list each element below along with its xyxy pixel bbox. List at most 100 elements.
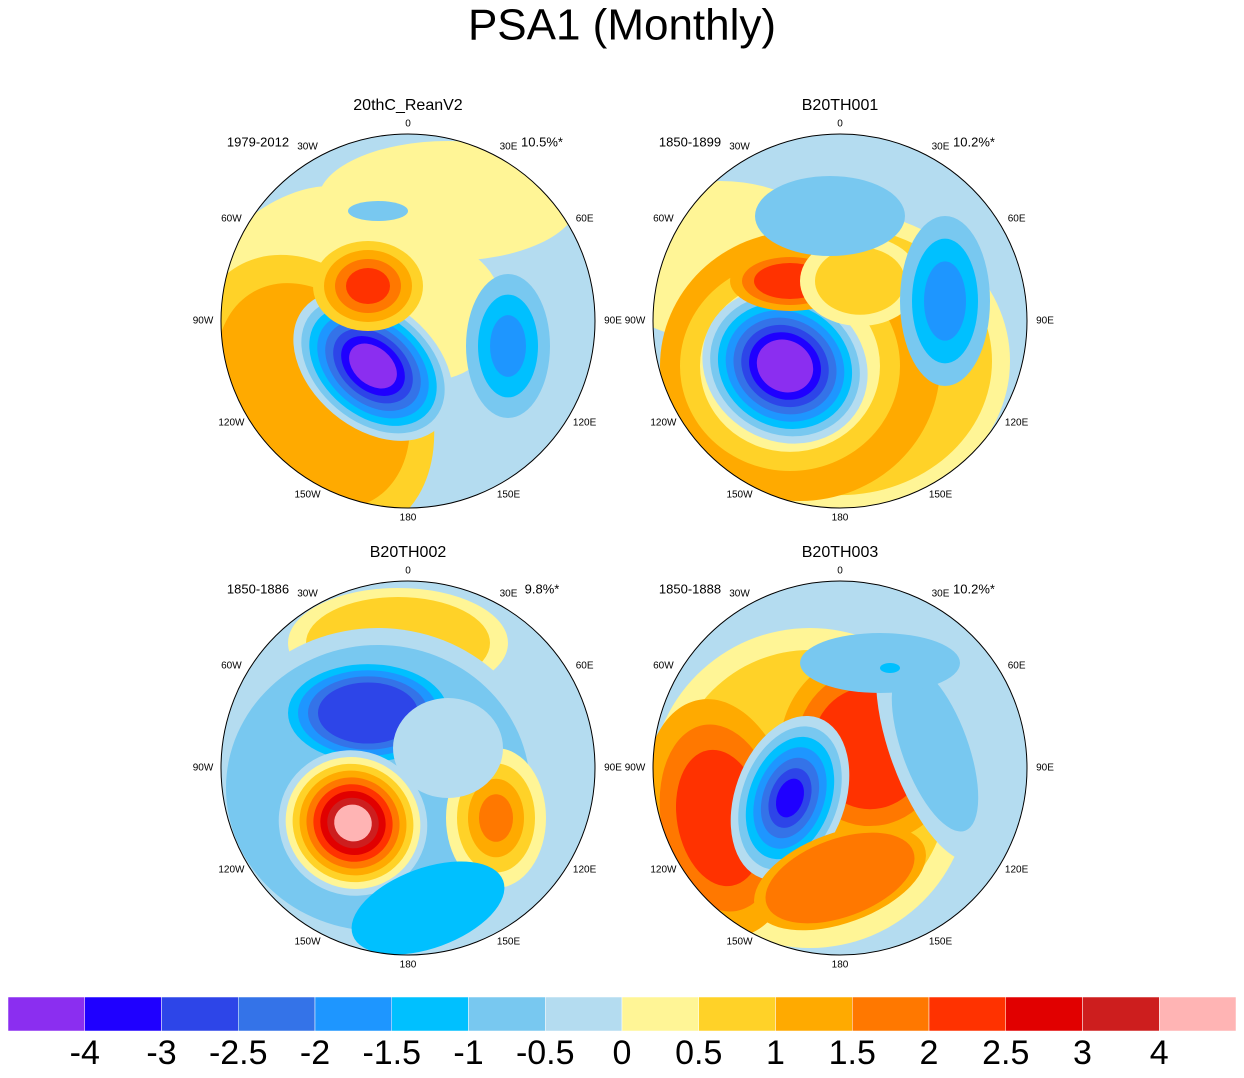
contour-region	[393, 698, 503, 798]
colorbar-box	[84, 996, 162, 1032]
longitude-label: 90W	[193, 316, 214, 327]
colorbar-label: 2	[920, 1034, 939, 1072]
colorbar-box	[1005, 996, 1083, 1032]
longitude-label: 150W	[726, 490, 753, 501]
longitude-label: 150E	[497, 490, 521, 501]
map-field	[653, 581, 1027, 955]
colorbar-label: -4	[70, 1034, 100, 1072]
longitude-label: 150E	[929, 937, 953, 948]
longitude-label: 30W	[729, 589, 750, 600]
longitude-label: 0	[837, 119, 843, 130]
panel-variance: 10.5%*	[521, 134, 563, 149]
map-outline	[652, 580, 1028, 956]
longitude-label: 60E	[576, 214, 594, 225]
contour-region	[755, 176, 905, 256]
colorbar-label: 4	[1150, 1034, 1169, 1072]
contour-region	[346, 268, 390, 304]
longitude-label: 60W	[653, 214, 674, 225]
colorbar-label: -2	[300, 1034, 330, 1072]
longitude-label: 90W	[625, 763, 646, 774]
contour-region	[349, 343, 397, 389]
longitude-label: 180	[400, 513, 417, 524]
longitude-label: 150E	[497, 937, 521, 948]
colorbar-label: -1	[453, 1034, 483, 1072]
longitude-label: 0	[405, 566, 411, 577]
colorbar-box	[775, 996, 853, 1032]
colorbar-label: 3	[1073, 1034, 1092, 1072]
longitude-label: 150E	[929, 490, 953, 501]
longitude-label: 90E	[604, 763, 622, 774]
map-outline	[652, 133, 1028, 509]
panel-period: 1850-1886	[227, 581, 289, 596]
panel-title: B20TH001	[802, 97, 879, 114]
colorbar-box	[161, 996, 239, 1032]
longitude-label: 150W	[294, 937, 321, 948]
longitude-label: 30E	[500, 142, 518, 153]
map-outline	[220, 580, 596, 956]
contour-region	[318, 141, 578, 261]
longitude-label: 120E	[573, 418, 597, 429]
panel-title: B20TH003	[802, 544, 879, 561]
longitude-label: 60E	[576, 661, 594, 672]
contour-region	[891, 664, 979, 832]
contour-region	[479, 794, 513, 842]
colorbar-label: 2.5	[982, 1034, 1029, 1072]
longitude-label: 0	[405, 119, 411, 130]
longitude-label: 120W	[218, 865, 245, 876]
longitude-label: 30E	[932, 142, 950, 153]
contour-region	[334, 804, 372, 842]
contour-region	[880, 663, 900, 673]
colorbar-box	[314, 996, 392, 1032]
longitude-label: 30W	[297, 589, 318, 600]
longitude-label: 60E	[1008, 661, 1026, 672]
panel-title: 20thC_ReanV2	[353, 97, 463, 114]
longitude-label: 150W	[294, 490, 321, 501]
contour-region	[756, 339, 814, 393]
colorbar-label: 0	[613, 1034, 632, 1072]
contour-region	[800, 633, 960, 693]
longitude-label: 120W	[650, 418, 677, 429]
longitude-label: 90W	[625, 316, 646, 327]
longitude-label: 30W	[729, 142, 750, 153]
longitude-label: 30E	[932, 589, 950, 600]
map-outline	[220, 133, 596, 509]
colorbar-label: 1.5	[829, 1034, 876, 1072]
longitude-label: 30E	[500, 589, 518, 600]
contour-region	[775, 778, 805, 818]
panel-period: 1979-2012	[227, 134, 289, 149]
colorbar-box	[468, 996, 546, 1032]
longitude-label: 150W	[726, 937, 753, 948]
colorbar-box	[7, 996, 85, 1032]
map-field	[221, 581, 595, 955]
longitude-label: 120W	[218, 418, 245, 429]
longitude-label: 0	[837, 566, 843, 577]
colorbar-box	[621, 996, 699, 1032]
contour-region	[490, 315, 526, 377]
longitude-label: 60W	[221, 661, 242, 672]
longitude-label: 60W	[221, 214, 242, 225]
longitude-label: 180	[832, 960, 849, 971]
longitude-label: 30W	[297, 142, 318, 153]
colorbar-label: -1.5	[362, 1034, 421, 1072]
colorbar-box	[545, 996, 623, 1032]
panel-title: B20TH002	[370, 544, 447, 561]
colorbar-box	[238, 996, 316, 1032]
contour-region	[924, 261, 966, 341]
panel-period: 1850-1899	[659, 134, 721, 149]
panel-variance: 10.2%*	[953, 134, 995, 149]
figure-title: PSA1 (Monthly)	[468, 1, 776, 50]
contour-region	[765, 832, 915, 924]
contour-region	[348, 201, 408, 221]
contour-region	[318, 682, 418, 744]
map-field	[653, 134, 1027, 508]
panel-variance: 9.8%*	[525, 581, 560, 596]
panel-period: 1850-1888	[659, 581, 721, 596]
colorbar-label: 1	[766, 1034, 785, 1072]
longitude-label: 90E	[1036, 316, 1054, 327]
colorbar-box	[698, 996, 776, 1032]
longitude-label: 120E	[1005, 865, 1029, 876]
longitude-label: 90E	[1036, 763, 1054, 774]
longitude-label: 60W	[653, 661, 674, 672]
colorbar-box	[1082, 996, 1160, 1032]
